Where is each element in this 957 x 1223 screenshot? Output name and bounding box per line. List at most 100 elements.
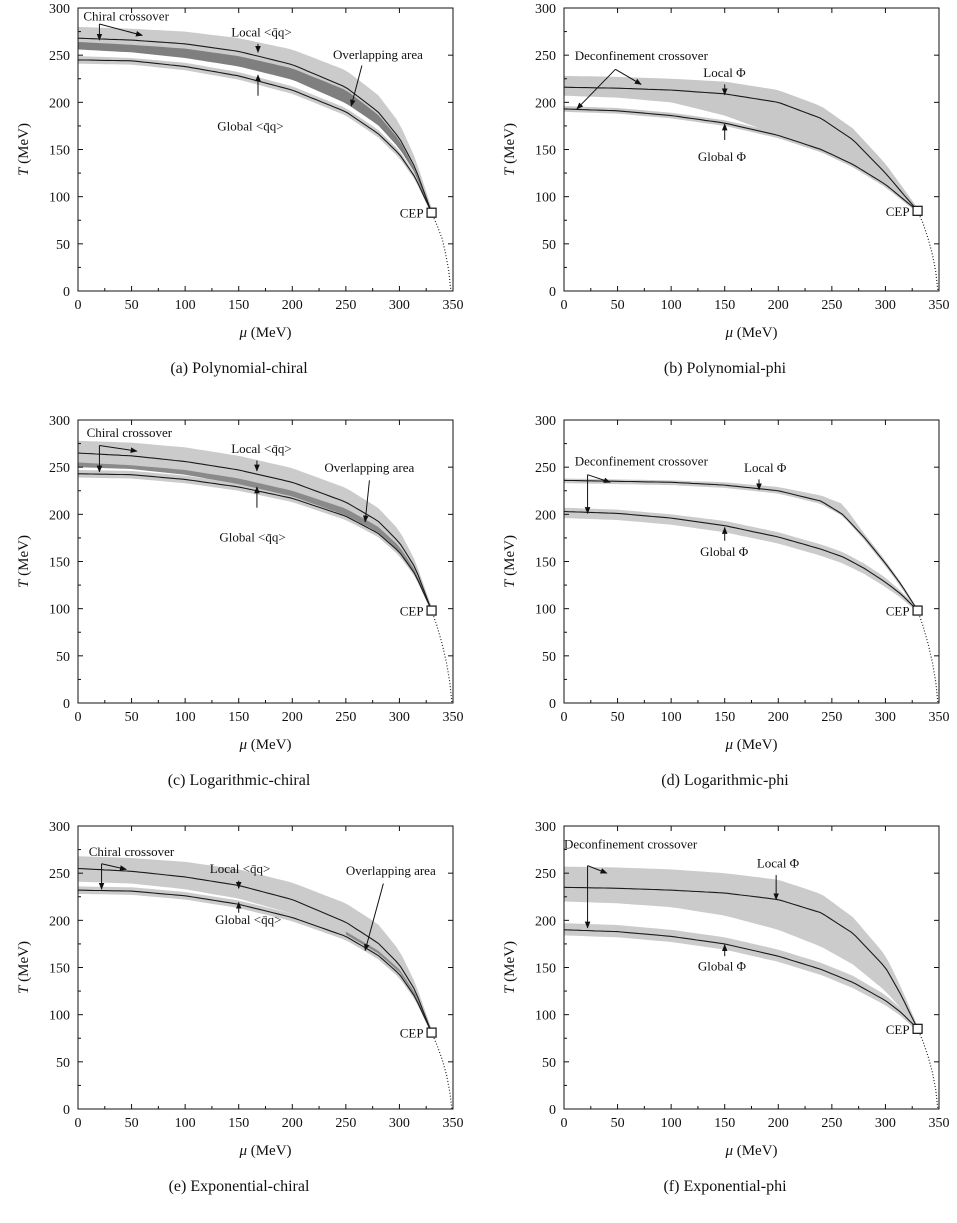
first-order-line [917,210,939,292]
first-order-line [431,1032,453,1110]
annotation-label: Local Φ [703,65,746,80]
x-tick-label: 150 [714,710,735,725]
x-tick-label: 50 [125,710,139,725]
annotation-arrow [350,65,363,107]
x-tick-label: 50 [611,710,625,725]
y-tick-label: 50 [542,1056,556,1071]
y-axis-title: T (MeV) [502,941,518,994]
y-tick-label: 100 [535,1009,556,1024]
cep-label: CEP [886,204,910,219]
cep-marker [912,605,923,616]
series-line [563,510,918,611]
series-line [563,479,919,611]
x-tick-label: 0 [561,710,568,725]
annotation-label: Chiral crossover [89,844,175,859]
x-tick-label: 100 [175,710,196,725]
x-tick-label: 250 [821,710,842,725]
x-tick-label: 0 [75,1116,82,1131]
series-line [77,452,433,611]
cep-marker [426,207,437,218]
y-tick-label: 200 [49,508,70,523]
y-tick-label: 250 [535,49,556,64]
y-tick-label: 250 [49,867,70,882]
x-tick-label: 150 [714,1116,735,1131]
panel-caption: (c) Logarithmic-chiral [167,772,311,789]
y-tick-label: 200 [49,96,70,111]
x-tick-label: 300 [875,1116,896,1131]
y-tick-label: 100 [49,191,70,206]
series-line [77,59,433,213]
y-tick-label: 300 [49,414,70,429]
annotation-label: Overlapping area [324,460,414,475]
y-tick-label: 0 [63,285,70,300]
chart-panel: 0 50 100 150 200 250 300 350 0 50 100 150 200 250 300 μ… [0,0,478,405]
series-line [563,886,919,1030]
chart-svg: 0 50 100 150 200 250 300 350 0 50 100 150 200 250 300 μ… [502,820,950,1159]
y-tick-label: 150 [49,556,70,571]
y-tick-label: 300 [49,2,70,17]
uncertainty-band [78,856,432,1035]
y-tick-label: 200 [535,508,556,523]
x-tick-label: 350 [443,710,464,725]
x-tick-label: 300 [389,710,410,725]
x-tick-label: 150 [228,298,249,313]
x-tick-label: 300 [875,298,896,313]
y-tick-label: 250 [49,49,70,64]
annotation-label: Local Φ [744,460,787,475]
annotation-label: Global Φ [698,149,747,164]
uncertainty-band [78,440,432,613]
y-tick-label: 300 [535,2,556,17]
x-tick-label: 100 [175,298,196,313]
x-axis-title: μ (MeV) [724,325,777,341]
x-tick-label: 350 [929,710,950,725]
x-tick-label: 200 [282,298,303,313]
series-line [563,929,918,1030]
y-axis-title: T (MeV) [16,941,32,994]
panel-caption: (d) Logarithmic-phi [661,772,789,789]
annotation-label: Global <q̄q> [217,119,283,134]
first-order-line [917,610,939,704]
chart-panel: 0 50 100 150 200 250 300 350 0 50 100 150 200 250 300 μ… [486,412,957,817]
x-axis-title: μ (MeV) [724,737,777,753]
panel-caption: (e) Exponential-chiral [168,1178,310,1195]
x-tick-label: 100 [661,298,682,313]
annotation-arrow [99,23,143,37]
x-tick-label: 250 [335,298,356,313]
cep-label: CEP [400,604,424,619]
annotation-arrow [364,883,384,952]
cep-marker [912,205,923,216]
y-tick-label: 200 [49,914,70,929]
x-tick-label: 200 [282,1116,303,1131]
y-tick-label: 300 [535,414,556,429]
y-tick-label: 200 [535,96,556,111]
uncertainty-band [564,923,918,1032]
y-tick-label: 50 [56,650,70,665]
x-tick-label: 50 [125,1116,139,1131]
chart-panel: 0 50 100 150 200 250 300 350 0 50 100 150 200 250 300 μ… [486,0,957,405]
panel-caption: (b) Polynomial-phi [663,360,787,377]
x-tick-label: 0 [561,298,568,313]
chart-svg: 0 50 100 150 200 250 300 350 0 50 100 150 200 250 300 μ… [502,414,950,753]
chart-panel: 0 50 100 150 200 250 300 350 0 50 100 150 200 250 300 μ… [0,412,478,817]
x-tick-label: 0 [75,298,82,313]
y-axis-title: T (MeV) [502,123,518,176]
y-tick-label: 150 [535,556,556,571]
x-tick-label: 200 [768,298,789,313]
y-tick-label: 0 [549,697,556,712]
y-tick-label: 150 [49,144,70,159]
annotation-arrow [101,863,127,871]
annotation-label: Global Φ [698,958,747,973]
annotation-label: Overlapping area [333,47,423,62]
series-line [563,86,919,212]
y-tick-label: 0 [549,1103,556,1118]
x-tick-label: 350 [443,1116,464,1131]
annotation-label: Global Φ [700,544,749,559]
y-axis-title: T (MeV) [502,535,518,588]
cep-marker [912,1023,923,1034]
y-tick-label: 150 [535,962,556,977]
cep-label: CEP [400,206,424,221]
y-tick-label: 0 [63,1103,70,1118]
annotation-label: Chiral crossover [83,8,169,23]
chart-svg: 0 50 100 150 200 250 300 350 0 50 100 150 200 250 300 μ… [16,414,464,753]
x-tick-label: 300 [389,298,410,313]
